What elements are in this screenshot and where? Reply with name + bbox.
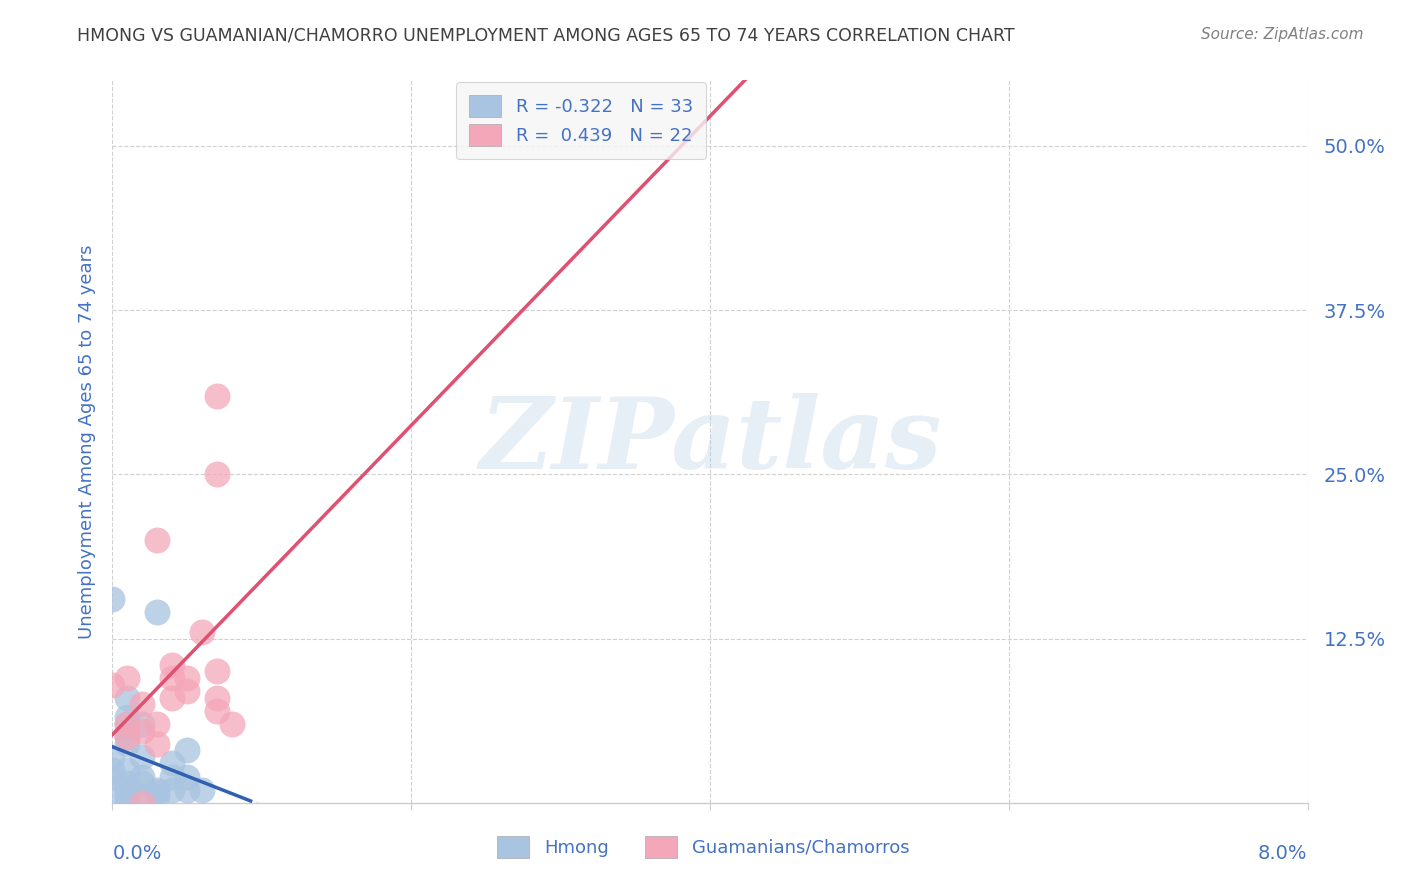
- Point: [146, 533, 169, 547]
- Point: [162, 671, 183, 685]
- Point: [117, 671, 139, 685]
- Point: [205, 690, 228, 705]
- Point: [117, 782, 139, 797]
- Point: [131, 717, 153, 731]
- Point: [146, 782, 169, 797]
- Point: [117, 782, 139, 797]
- Point: [131, 698, 153, 712]
- Point: [101, 677, 124, 691]
- Point: [117, 763, 139, 777]
- Point: [117, 730, 139, 744]
- Point: [176, 684, 198, 698]
- Point: [162, 690, 183, 705]
- Point: [101, 770, 124, 784]
- Text: ZIPatlas: ZIPatlas: [479, 393, 941, 490]
- Point: [117, 690, 139, 705]
- Legend: R = -0.322   N = 33, R =  0.439   N = 22: R = -0.322 N = 33, R = 0.439 N = 22: [456, 82, 706, 159]
- Point: [205, 467, 228, 482]
- Point: [146, 717, 169, 731]
- Y-axis label: Unemployment Among Ages 65 to 74 years: Unemployment Among Ages 65 to 74 years: [77, 244, 96, 639]
- Text: 0.0%: 0.0%: [112, 845, 162, 863]
- Point: [117, 717, 139, 731]
- Point: [146, 789, 169, 804]
- Point: [117, 723, 139, 738]
- Point: [176, 770, 198, 784]
- Legend: Hmong, Guamanians/Chamorros: Hmong, Guamanians/Chamorros: [489, 829, 917, 865]
- Point: [117, 789, 139, 804]
- Point: [205, 665, 228, 679]
- Point: [101, 592, 124, 607]
- Point: [162, 782, 183, 797]
- Point: [117, 730, 139, 744]
- Point: [131, 796, 153, 810]
- Point: [205, 388, 228, 402]
- Point: [146, 785, 169, 799]
- Point: [191, 625, 214, 640]
- Point: [176, 743, 198, 757]
- Point: [176, 782, 198, 797]
- Text: Source: ZipAtlas.com: Source: ZipAtlas.com: [1201, 27, 1364, 42]
- Point: [117, 776, 139, 790]
- Point: [191, 782, 214, 797]
- Point: [117, 717, 139, 731]
- Point: [101, 782, 124, 797]
- Text: 8.0%: 8.0%: [1258, 845, 1308, 863]
- Point: [101, 749, 124, 764]
- Point: [221, 717, 243, 731]
- Point: [131, 776, 153, 790]
- Point: [205, 704, 228, 718]
- Point: [117, 737, 139, 751]
- Point: [117, 710, 139, 724]
- Point: [162, 756, 183, 771]
- Point: [101, 763, 124, 777]
- Point: [162, 770, 183, 784]
- Point: [162, 657, 183, 672]
- Point: [131, 723, 153, 738]
- Point: [146, 605, 169, 619]
- Point: [131, 749, 153, 764]
- Point: [146, 737, 169, 751]
- Point: [131, 789, 153, 804]
- Point: [176, 671, 198, 685]
- Text: HMONG VS GUAMANIAN/CHAMORRO UNEMPLOYMENT AMONG AGES 65 TO 74 YEARS CORRELATION C: HMONG VS GUAMANIAN/CHAMORRO UNEMPLOYMENT…: [77, 27, 1015, 45]
- Point: [131, 770, 153, 784]
- Point: [117, 796, 139, 810]
